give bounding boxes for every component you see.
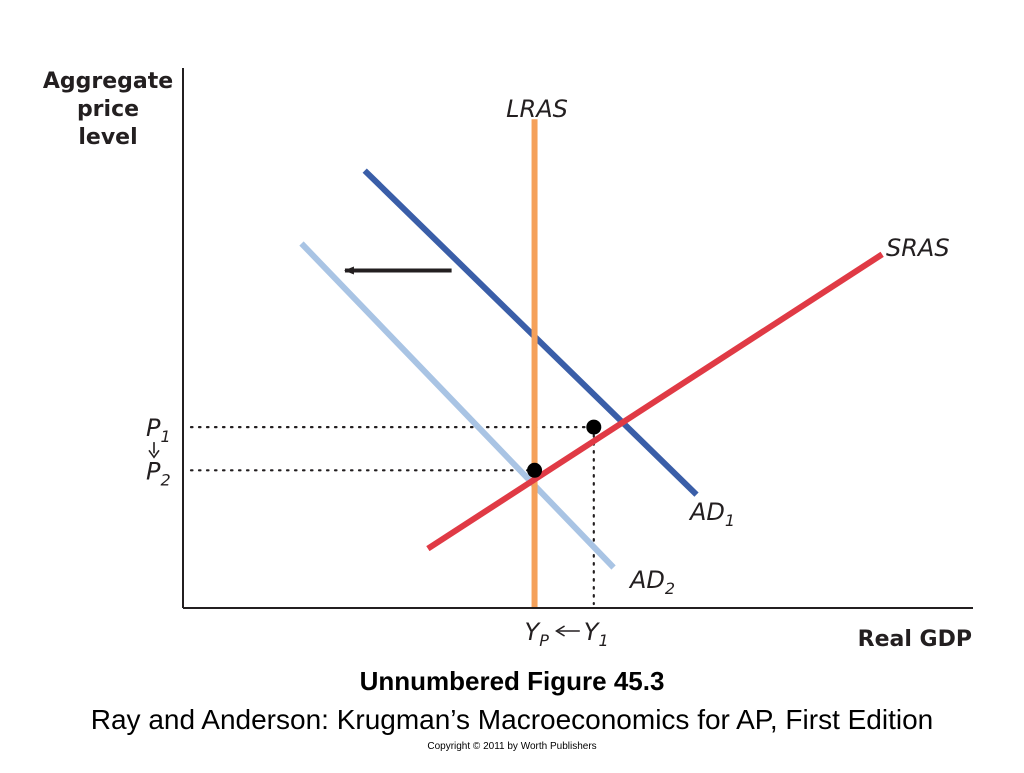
equilibrium-e1: [586, 419, 602, 435]
equilibrium-points: [527, 419, 602, 478]
curves: [299, 119, 884, 608]
y-tick-p2: P2: [146, 457, 171, 489]
labels: Aggregate price level Real GDP LRAS SRAS AD1 AD…: [43, 69, 972, 652]
figure-copyright: Copyright © 2011 by Worth Publishers: [427, 741, 597, 752]
x-tick-yp: YP: [525, 618, 550, 650]
guide-lines: [189, 426, 595, 606]
y-axis-title: Aggregate price level: [43, 69, 173, 150]
x-axis-title: Real GDP: [858, 627, 972, 652]
axes: [182, 68, 973, 609]
label-ad1: AD1: [688, 498, 735, 530]
y-axis-title-line: price: [77, 97, 139, 122]
label-lras: LRAS: [506, 95, 568, 123]
x-tick-y1: Y1: [584, 618, 609, 650]
equilibrium-e2: [527, 462, 543, 478]
p-down-arrowhead: [148, 449, 160, 459]
label-sras: SRAS: [886, 234, 950, 262]
label-ad2: AD2: [628, 566, 675, 598]
y-left-arrowhead: [555, 625, 565, 637]
y-axis-title-line: Aggregate: [43, 69, 173, 94]
y-axis-title-line: level: [78, 125, 137, 150]
figure-caption-source: Ray and Anderson: Krugman’s Macroeconomi…: [90, 704, 934, 735]
curve-ad1: [362, 168, 699, 497]
curve-sras: [426, 251, 884, 552]
figure-caption-title: Unnumbered Figure 45.3: [359, 666, 665, 696]
y-tick-p1: P1: [146, 414, 171, 446]
curve-ad2: [299, 241, 616, 570]
